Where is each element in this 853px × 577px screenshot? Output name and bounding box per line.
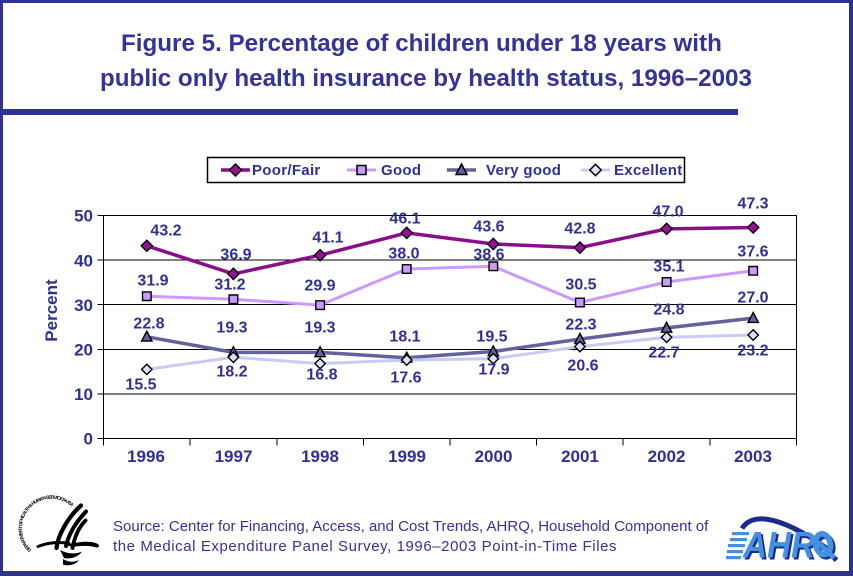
svg-text:10: 10 [74, 385, 93, 404]
svg-text:1999: 1999 [388, 447, 426, 466]
svg-text:20: 20 [74, 341, 93, 360]
svg-text:50: 50 [74, 207, 93, 226]
svg-text:18.2: 18.2 [216, 364, 247, 381]
svg-text:Very good: Very good [486, 162, 561, 179]
svg-text:15.5: 15.5 [125, 377, 156, 394]
svg-text:40: 40 [74, 251, 93, 270]
svg-text:1998: 1998 [301, 447, 339, 466]
svg-text:19.3: 19.3 [216, 320, 247, 337]
svg-text:1997: 1997 [215, 447, 253, 466]
svg-text:2000: 2000 [475, 447, 513, 466]
svg-text:2002: 2002 [648, 447, 686, 466]
svg-text:43.6: 43.6 [473, 219, 504, 236]
svg-text:2001: 2001 [561, 447, 599, 466]
svg-text:27.0: 27.0 [737, 290, 768, 307]
svg-text:42.8: 42.8 [564, 221, 595, 238]
svg-text:Poor/Fair: Poor/Fair [252, 162, 321, 179]
svg-text:20.6: 20.6 [567, 358, 598, 375]
svg-text:17.9: 17.9 [478, 362, 509, 379]
svg-text:19.3: 19.3 [304, 320, 335, 337]
svg-text:Percent: Percent [42, 279, 61, 342]
svg-text:31.2: 31.2 [214, 277, 245, 294]
svg-text:Good: Good [381, 162, 421, 179]
svg-text:47.3: 47.3 [737, 196, 768, 213]
svg-text:38.6: 38.6 [473, 247, 504, 264]
svg-text:AHR: AHR [742, 525, 815, 566]
svg-text:30: 30 [74, 296, 93, 315]
svg-text:38.0: 38.0 [388, 246, 419, 263]
svg-text:1996: 1996 [127, 447, 165, 466]
svg-text:41.1: 41.1 [312, 230, 343, 247]
svg-text:30.5: 30.5 [565, 277, 596, 294]
svg-text:2003: 2003 [734, 447, 772, 466]
svg-text:16.8: 16.8 [306, 367, 337, 384]
svg-text:17.6: 17.6 [390, 370, 421, 387]
svg-text:36.9: 36.9 [220, 247, 251, 264]
svg-text:23.2: 23.2 [737, 343, 768, 360]
svg-text:37.6: 37.6 [737, 244, 768, 261]
svg-text:22.8: 22.8 [133, 316, 164, 333]
svg-text:29.9: 29.9 [304, 278, 335, 295]
svg-text:19.5: 19.5 [476, 329, 507, 346]
svg-text:24.8: 24.8 [653, 302, 684, 319]
svg-text:22.7: 22.7 [648, 345, 679, 362]
svg-text:18.1: 18.1 [389, 329, 420, 346]
svg-text:47.0: 47.0 [652, 204, 683, 221]
svg-text:43.2: 43.2 [150, 223, 181, 240]
svg-text:0: 0 [84, 430, 93, 449]
svg-text:31.9: 31.9 [137, 273, 168, 290]
svg-text:Excellent: Excellent [614, 162, 683, 179]
svg-text:46.1: 46.1 [389, 211, 420, 228]
svg-text:AHR: AHR [744, 527, 817, 568]
svg-text:35.1: 35.1 [653, 259, 684, 276]
svg-text:22.3: 22.3 [565, 317, 596, 334]
